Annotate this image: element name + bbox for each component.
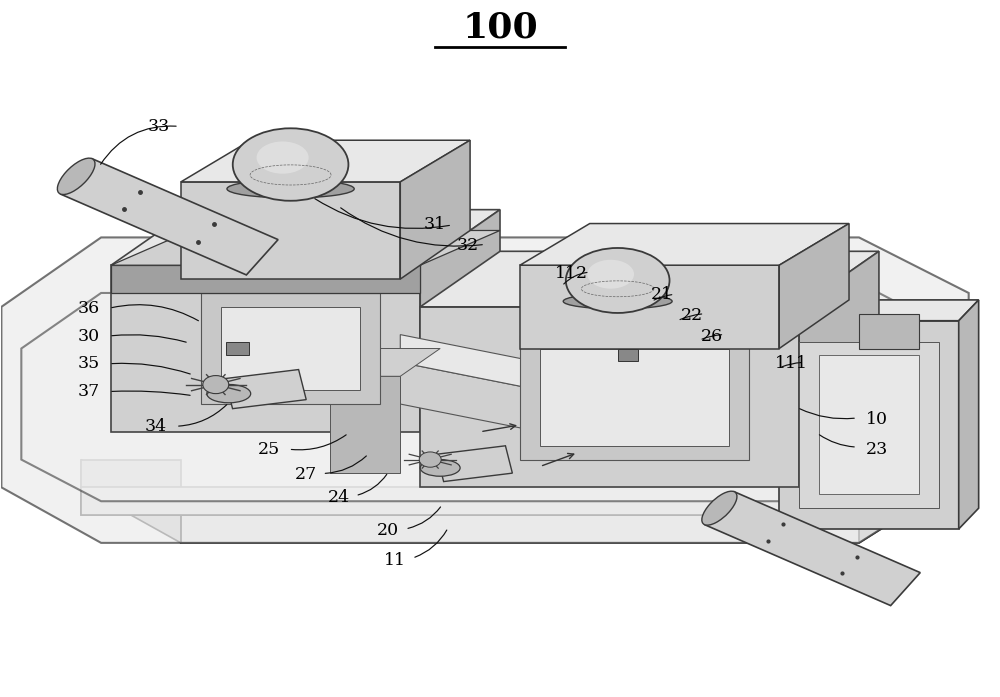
Polygon shape <box>799 342 939 508</box>
Text: 11: 11 <box>384 552 406 569</box>
Polygon shape <box>226 342 249 355</box>
Polygon shape <box>181 445 969 543</box>
Polygon shape <box>437 446 512 482</box>
Polygon shape <box>520 335 749 459</box>
Text: 100: 100 <box>462 10 538 45</box>
Text: 34: 34 <box>145 418 167 435</box>
Text: 24: 24 <box>327 489 350 506</box>
Ellipse shape <box>563 293 672 309</box>
Polygon shape <box>225 369 306 408</box>
Polygon shape <box>60 159 278 275</box>
Text: 111: 111 <box>775 355 808 372</box>
Ellipse shape <box>257 141 309 174</box>
Polygon shape <box>520 224 849 265</box>
Ellipse shape <box>587 260 634 289</box>
Polygon shape <box>705 491 920 606</box>
Polygon shape <box>111 231 500 265</box>
Polygon shape <box>420 307 799 487</box>
Polygon shape <box>859 445 969 543</box>
Ellipse shape <box>207 385 251 403</box>
Text: 33: 33 <box>148 118 170 135</box>
Text: 32: 32 <box>457 237 479 254</box>
Text: 31: 31 <box>424 217 446 233</box>
Polygon shape <box>779 300 979 321</box>
Ellipse shape <box>702 491 737 525</box>
Polygon shape <box>216 210 355 247</box>
Polygon shape <box>111 265 420 293</box>
Ellipse shape <box>57 158 95 194</box>
Polygon shape <box>181 182 400 279</box>
Circle shape <box>419 452 441 467</box>
Ellipse shape <box>566 248 670 313</box>
Text: 23: 23 <box>866 441 888 458</box>
Text: 35: 35 <box>78 355 100 372</box>
Ellipse shape <box>420 459 460 476</box>
Text: 21: 21 <box>650 286 673 303</box>
Polygon shape <box>201 293 380 404</box>
Polygon shape <box>81 459 181 543</box>
Polygon shape <box>111 210 500 265</box>
Polygon shape <box>400 335 540 390</box>
Polygon shape <box>819 355 919 494</box>
Polygon shape <box>859 314 919 348</box>
Polygon shape <box>779 321 959 529</box>
Ellipse shape <box>233 128 348 201</box>
Polygon shape <box>959 300 979 529</box>
Text: 37: 37 <box>78 383 100 400</box>
Polygon shape <box>21 293 959 501</box>
Text: 26: 26 <box>700 328 722 344</box>
Polygon shape <box>181 140 470 182</box>
Text: 20: 20 <box>377 522 399 539</box>
Polygon shape <box>799 252 879 487</box>
Polygon shape <box>330 376 400 473</box>
Text: 36: 36 <box>78 300 100 316</box>
Text: 112: 112 <box>555 265 588 282</box>
Polygon shape <box>420 252 879 307</box>
Text: 10: 10 <box>866 411 888 428</box>
Polygon shape <box>779 224 849 348</box>
Polygon shape <box>330 348 440 376</box>
Polygon shape <box>221 307 360 390</box>
Polygon shape <box>81 459 181 515</box>
Polygon shape <box>400 140 470 279</box>
Polygon shape <box>111 265 420 432</box>
Polygon shape <box>618 348 638 361</box>
Polygon shape <box>555 252 684 286</box>
Polygon shape <box>400 362 540 432</box>
Polygon shape <box>1 238 969 543</box>
Text: 25: 25 <box>258 441 280 458</box>
Ellipse shape <box>227 180 354 198</box>
Polygon shape <box>520 265 779 348</box>
Polygon shape <box>81 487 969 515</box>
Polygon shape <box>420 210 500 432</box>
Text: 22: 22 <box>680 307 703 323</box>
Text: 30: 30 <box>78 328 100 344</box>
Polygon shape <box>540 348 729 445</box>
Text: 27: 27 <box>294 466 317 483</box>
Circle shape <box>203 376 229 394</box>
